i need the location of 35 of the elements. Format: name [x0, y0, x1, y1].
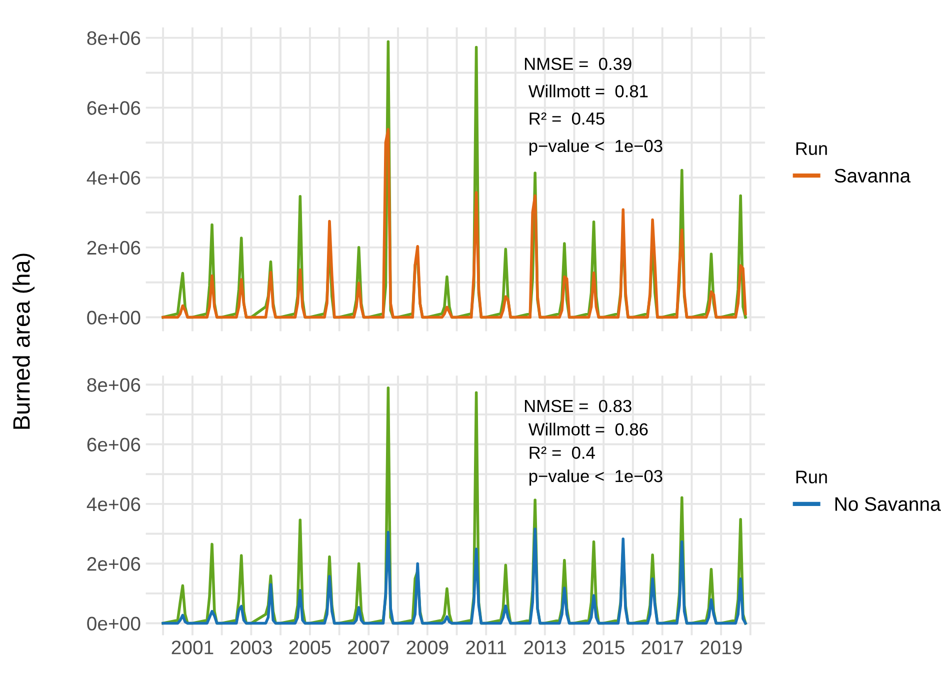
annotation: Willmott = 0.81 — [528, 84, 648, 98]
x-tick-label: 2011 — [466, 640, 506, 654]
x-tick-label: 2019 — [700, 640, 742, 654]
line-series — [162, 528, 747, 625]
y-axis-title: Burned area (ha) — [12, 254, 35, 429]
annotation: R² = 0.45 — [530, 112, 604, 125]
x-tick-label: 2005 — [289, 640, 331, 654]
x-tick-label: 2001 — [172, 640, 214, 654]
annotation: Willmott = 0.86 — [528, 422, 648, 436]
y-tick-label: 4e+06 — [86, 497, 140, 512]
annotation: NMSE = 0.39 — [524, 58, 632, 70]
y-tick-label: 0e+00 — [87, 310, 140, 325]
y-tick-label: 8e+06 — [87, 378, 140, 392]
legend-title: Run — [796, 470, 827, 484]
legend-label: No Savanna — [835, 497, 941, 511]
y-tick-label: 0e+00 — [87, 616, 140, 630]
annotation: p−value < 1e−03 — [529, 139, 662, 156]
x-tick-label: 2013 — [524, 640, 566, 654]
y-tick-label: 4e+06 — [86, 171, 140, 185]
annotation: NMSE = 0.83 — [524, 400, 632, 412]
y-tick-label: 6e+06 — [87, 438, 140, 452]
x-tick-label: 2017 — [642, 640, 684, 654]
y-tick-label: 2e+06 — [87, 240, 140, 255]
y-tick-label: 8e+06 — [87, 31, 140, 46]
y-tick-label: 2e+06 — [87, 557, 140, 571]
annotation: R² = 0.4 — [530, 446, 595, 459]
x-tick-label: 2015 — [582, 640, 624, 654]
legend-label: Savanna — [834, 168, 911, 183]
annotation: p−value < 1e−03 — [529, 469, 662, 486]
line-series — [162, 128, 747, 319]
legend-title: Run — [796, 142, 827, 156]
x-tick-label: 2009 — [406, 640, 448, 654]
x-tick-label: 2007 — [348, 640, 390, 654]
y-tick-label: 6e+06 — [87, 101, 140, 115]
x-tick-label: 2003 — [230, 640, 272, 654]
